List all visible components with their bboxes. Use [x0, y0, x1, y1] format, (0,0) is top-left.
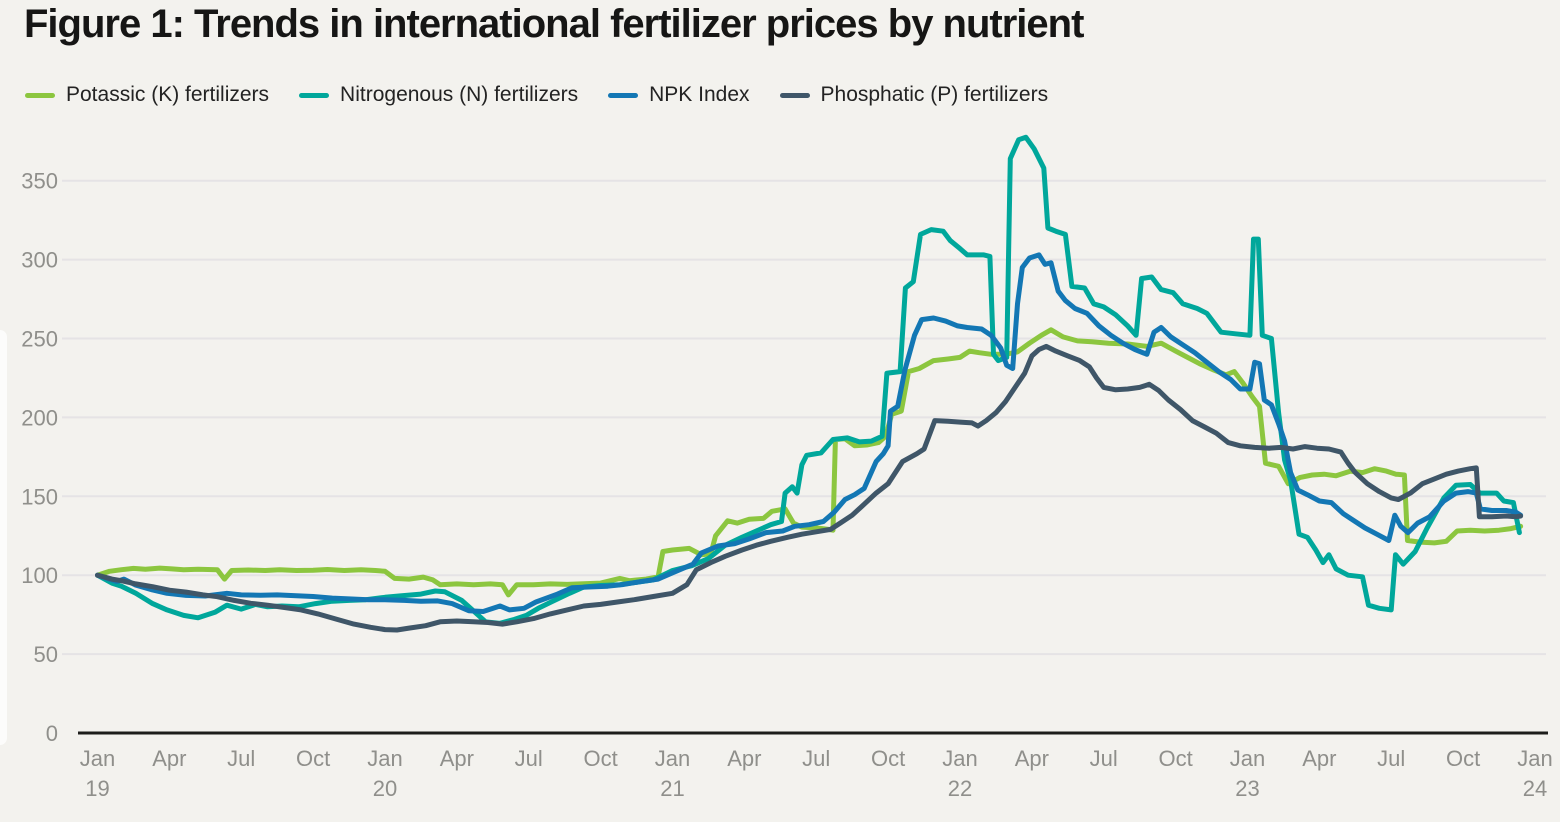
legend-item-potassic-k-fertilizers: Potassic (K) fertilizers — [25, 83, 269, 107]
legend-item-npk-index: NPK Index — [608, 83, 750, 107]
x-axis-tick-label: Apr — [440, 746, 474, 771]
legend-label: Phosphatic (P) fertilizers — [820, 83, 1049, 106]
y-axis-tick-label: 350 — [21, 169, 58, 194]
x-axis-tick-label: Apr — [1015, 746, 1049, 771]
legend-swatch-icon — [25, 92, 55, 98]
y-axis-tick-label: 200 — [21, 405, 58, 430]
x-axis-tick-label: Oct — [871, 746, 905, 771]
series-line-phosphatic-p-fertilizers — [95, 343, 1524, 633]
legend-swatch-icon — [608, 92, 639, 98]
x-axis-tick-label: Jan — [655, 746, 690, 771]
x-axis-tick-label: Oct — [296, 746, 330, 771]
y-axis-tick-label: 150 — [21, 484, 58, 509]
x-axis-tick-label: Apr — [152, 746, 186, 771]
y-axis-tick-label: 50 — [34, 642, 58, 667]
y-axis-tick-label: 300 — [21, 248, 58, 273]
page-title: Figure 1: Trends in international fertil… — [24, 2, 1084, 46]
x-axis-tick-label: Jan — [367, 746, 402, 771]
x-axis-tick-label: Jul — [1090, 746, 1118, 771]
x-axis-tick-label: Jul — [1377, 746, 1405, 771]
x-axis-tick-label: Apr — [1302, 746, 1336, 771]
x-axis-tick-label: Oct — [1158, 746, 1192, 771]
x-axis-year-label: 20 — [373, 776, 397, 801]
x-axis-year-label: 24 — [1523, 776, 1547, 801]
legend-label: NPK Index — [649, 83, 750, 106]
y-axis-tick-label: 100 — [21, 563, 58, 588]
left-panel-edge — [0, 330, 7, 745]
x-axis-year-label: 22 — [948, 776, 972, 801]
series-line-npk-index — [95, 252, 1524, 614]
y-axis-tick-label: 250 — [21, 327, 58, 352]
x-axis-tick-label: Apr — [727, 746, 761, 771]
x-axis-tick-label: Jan — [1230, 746, 1265, 771]
x-axis-year-label: 19 — [85, 776, 109, 801]
x-axis-tick-label: Jan — [1517, 746, 1552, 771]
legend-item-nitrogenous-n-fertilizers: Nitrogenous (N) fertilizers — [299, 83, 578, 107]
legend-swatch-icon — [779, 92, 810, 98]
legend-item-phosphatic-p-fertilizers: Phosphatic (P) fertilizers — [779, 83, 1049, 107]
x-axis-year-label: 23 — [1235, 776, 1259, 801]
x-axis-tick-label: Jan — [942, 746, 977, 771]
series-line-potassic-k-fertilizers — [95, 327, 1524, 598]
legend-swatch-icon — [299, 92, 330, 98]
x-axis-tick-label: Jul — [802, 746, 830, 771]
x-axis-tick-label: Jul — [515, 746, 543, 771]
series-line-nitrogenous-n-fertilizers — [95, 134, 1522, 626]
x-axis-year-label: 21 — [660, 776, 684, 801]
chart-legend: Potassic (K) fertilizers Nitrogenous (N) … — [25, 82, 1048, 108]
x-axis-tick-label: Jul — [227, 746, 255, 771]
y-axis-tick-label: 0 — [46, 721, 58, 746]
x-axis-tick-label: Oct — [584, 746, 618, 771]
legend-label: Nitrogenous (N) fertilizers — [340, 83, 579, 106]
x-axis-tick-label: Jan — [80, 746, 115, 771]
legend-label: Potassic (K) fertilizers — [66, 83, 270, 106]
x-axis-tick-label: Oct — [1446, 746, 1480, 771]
